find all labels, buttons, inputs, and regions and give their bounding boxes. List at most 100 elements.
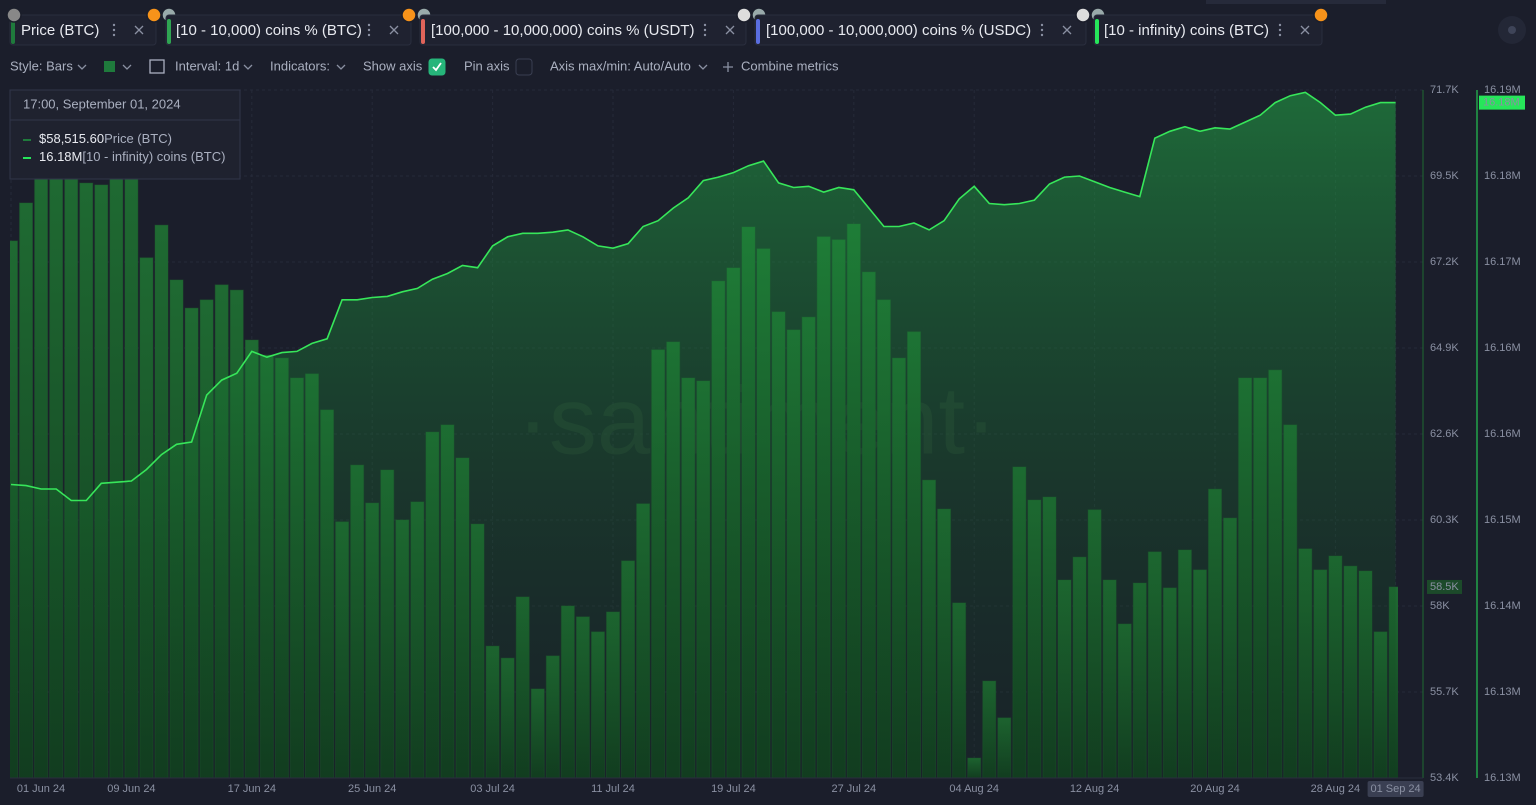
tab-badge xyxy=(6,7,22,23)
plus-icon xyxy=(723,62,733,72)
tab-color-bar xyxy=(421,19,425,44)
indicators-selector[interactable]: Indicators: xyxy=(270,58,330,73)
tab-close[interactable] xyxy=(1300,25,1310,35)
price-tick-label: 55.7K xyxy=(1430,686,1459,698)
tab-label[interactable]: [100,000 - 10,000,000) coins % (USDT) xyxy=(431,22,694,39)
kebab-dot xyxy=(112,23,116,27)
settings-dot xyxy=(1508,26,1516,34)
tab-label[interactable]: [100,000 - 10,000,000) coins % (USDC) xyxy=(766,22,1031,39)
coins-area xyxy=(11,92,1396,779)
tab-color-bar xyxy=(11,19,15,44)
x-tick-label: 25 Jun 24 xyxy=(348,783,396,795)
kebab-dot xyxy=(1040,23,1044,27)
kebab-dot xyxy=(703,23,707,27)
price-tick-label: 58K xyxy=(1430,600,1450,612)
coins-tick-label: 16.15M xyxy=(1484,514,1521,526)
x-tick-label: 11 Jul 24 xyxy=(591,783,635,795)
tab-color-bar xyxy=(1095,19,1099,44)
coins-tick-label: 16.17M xyxy=(1484,256,1521,268)
tab-close[interactable] xyxy=(725,25,735,35)
tab-color-bar xyxy=(167,19,171,44)
coins-tick-label: 16.13M xyxy=(1484,686,1521,698)
chevron xyxy=(243,64,253,70)
tab-label[interactable]: [10 - infinity) coins (BTC) xyxy=(1104,22,1269,39)
coins-marker-bg xyxy=(1479,95,1525,110)
metric-tab[interactable] xyxy=(9,14,157,46)
show-axis-checkbox[interactable] xyxy=(428,58,446,76)
tooltip xyxy=(9,89,241,180)
tooltip-date: 17:00, September 01, 2024 xyxy=(23,96,181,111)
coins-marker-label: 16.18M xyxy=(1483,97,1520,109)
x-tick-label: 09 Jun 24 xyxy=(107,783,155,795)
check-mark xyxy=(432,62,442,72)
tooltip-name: [10 - infinity) coins (BTC) xyxy=(82,149,225,164)
color-swatch[interactable] xyxy=(104,61,115,72)
metric-tab[interactable] xyxy=(754,14,1087,46)
pin-axis-label: Pin axis xyxy=(464,58,510,73)
tab-badge xyxy=(401,7,417,23)
x-tick-label: 20 Aug 24 xyxy=(1190,783,1240,795)
axis-minmax-selector[interactable]: Axis max/min: Auto/Auto xyxy=(550,58,691,73)
price-tick-label: 71.7K xyxy=(1430,84,1459,96)
tooltip-value: 16.18M xyxy=(39,149,82,164)
kebab-dot xyxy=(112,33,116,37)
show-axis-label: Show axis xyxy=(363,58,423,73)
kebab-dot xyxy=(367,23,371,27)
x-tick-label: 19 Jul 24 xyxy=(711,783,756,795)
kebab-dot xyxy=(367,28,371,32)
price-marker-bg xyxy=(1427,579,1462,594)
metric-tab[interactable] xyxy=(419,14,747,46)
coins-line xyxy=(10,91,1396,502)
kebab-dot xyxy=(112,28,116,32)
coins-tick-label: 16.16M xyxy=(1484,342,1521,354)
coins-tick-label: 16.16M xyxy=(1484,428,1521,440)
style-selector[interactable]: Style: Bars xyxy=(10,58,73,73)
tooltip-item: $58,515.60Price (BTC) xyxy=(39,131,172,146)
metric-tab[interactable] xyxy=(165,14,412,46)
top-edge xyxy=(1206,0,1386,4)
tab-badge xyxy=(736,7,752,23)
tooltip-name: Price (BTC) xyxy=(104,131,172,146)
kebab-dot xyxy=(1040,28,1044,32)
price-tick-label: 60.3K xyxy=(1430,514,1459,526)
x-tick-label: 27 Jul 24 xyxy=(831,783,876,795)
calendar-icon xyxy=(149,59,165,74)
tooltip-item: 16.18M[10 - infinity) coins (BTC) xyxy=(39,149,225,164)
x-tick-label: 03 Jul 24 xyxy=(470,783,515,795)
pin-axis-checkbox[interactable] xyxy=(515,58,533,76)
coins-tick-label: 16.19M xyxy=(1484,84,1521,96)
chevron xyxy=(336,64,346,70)
x-label-highlight xyxy=(1367,781,1424,797)
combine-metrics[interactable]: Combine metrics xyxy=(741,58,839,73)
tab-label[interactable]: Price (BTC) xyxy=(21,22,99,39)
plot-area xyxy=(10,91,1398,779)
price-tick-label: 53.4K xyxy=(1430,772,1459,784)
kebab-dot xyxy=(1278,28,1282,32)
price-tick-label: 69.5K xyxy=(1430,170,1459,182)
tab-label[interactable]: [10 - 10,000) coins % (BTC) xyxy=(176,22,362,39)
kebab-dot xyxy=(703,33,707,37)
kebab-dot xyxy=(703,28,707,32)
tab-close[interactable] xyxy=(134,25,144,35)
metric-tab[interactable] xyxy=(1093,14,1323,46)
coins-tick-label: 16.14M xyxy=(1484,600,1521,612)
coins-tick-label: 16.18M xyxy=(1484,170,1521,182)
coins-tick-label: 16.13M xyxy=(1484,772,1521,784)
tooltip-value: $58,515.60 xyxy=(39,131,104,146)
price-tick-label: 67.2K xyxy=(1430,256,1459,268)
interval-selector[interactable]: Interval: 1d xyxy=(175,58,239,73)
chevron xyxy=(698,64,708,70)
tab-badge xyxy=(1313,7,1329,23)
tab-color-bar xyxy=(756,19,760,44)
x-tick-label: 04 Aug 24 xyxy=(949,783,999,795)
price-tick-label: 62.6K xyxy=(1430,428,1459,440)
tab-close[interactable] xyxy=(389,25,399,35)
tab-badge xyxy=(1075,7,1091,23)
x-tick-label: 01 Sep 24 xyxy=(1371,783,1421,795)
tab-close[interactable] xyxy=(1062,25,1072,35)
chevron xyxy=(77,64,87,70)
x-tick-label: 28 Aug 24 xyxy=(1311,783,1361,795)
kebab-dot xyxy=(1278,23,1282,27)
x-tick-label: 12 Aug 24 xyxy=(1070,783,1120,795)
